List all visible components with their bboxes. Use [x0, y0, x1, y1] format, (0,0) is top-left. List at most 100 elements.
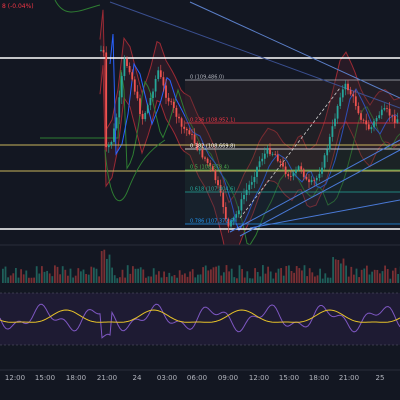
candle-body[interactable]: [339, 97, 342, 107]
candle-body[interactable]: [323, 155, 326, 168]
candle-body[interactable]: [100, 49, 102, 51]
candle-body[interactable]: [367, 124, 370, 130]
candle-body[interactable]: [128, 66, 131, 73]
candle-body[interactable]: [375, 118, 378, 122]
candle-body[interactable]: [328, 136, 331, 150]
candle-body[interactable]: [274, 153, 277, 155]
candle-body[interactable]: [201, 149, 204, 158]
candle-body[interactable]: [120, 76, 123, 98]
candle-body[interactable]: [219, 185, 222, 193]
candle-body[interactable]: [326, 149, 329, 156]
candle-body[interactable]: [152, 91, 154, 98]
candle-body[interactable]: [115, 117, 118, 129]
candle-body[interactable]: [373, 121, 375, 128]
candle-body[interactable]: [287, 174, 290, 177]
candle-body[interactable]: [204, 157, 206, 159]
candle-body[interactable]: [378, 115, 381, 119]
candle-body[interactable]: [250, 182, 253, 185]
candle-body[interactable]: [310, 179, 313, 183]
candle-body[interactable]: [396, 119, 399, 123]
candle-body[interactable]: [149, 97, 152, 106]
candle-body[interactable]: [331, 126, 334, 137]
candle-body[interactable]: [365, 120, 368, 125]
candle-body[interactable]: [276, 154, 279, 162]
trend-line-1[interactable]: [189, 1, 400, 99]
candle-body[interactable]: [261, 158, 264, 162]
candle-body[interactable]: [123, 58, 126, 77]
candle-body[interactable]: [159, 70, 162, 78]
candle-body[interactable]: [266, 148, 269, 154]
candle-body[interactable]: [183, 126, 186, 129]
candle-body[interactable]: [139, 98, 141, 114]
candle-body[interactable]: [292, 173, 295, 177]
candle-body[interactable]: [193, 134, 196, 144]
candle-body[interactable]: [170, 101, 173, 103]
candle-body[interactable]: [222, 192, 225, 208]
candle-body[interactable]: [235, 214, 238, 218]
candle-body[interactable]: [282, 162, 284, 167]
candle-body[interactable]: [198, 149, 201, 151]
candle-body[interactable]: [243, 194, 245, 200]
candle-body[interactable]: [157, 70, 160, 79]
candle-body[interactable]: [217, 180, 219, 186]
candle-body[interactable]: [295, 170, 297, 174]
candle-body[interactable]: [362, 119, 365, 121]
candle-body[interactable]: [133, 79, 136, 92]
candlesticks[interactable]: [100, 45, 399, 233]
candle-body[interactable]: [258, 161, 261, 168]
candle-body[interactable]: [131, 72, 134, 80]
candle-body[interactable]: [352, 94, 355, 97]
candle-body[interactable]: [232, 217, 235, 221]
candle-body[interactable]: [167, 97, 170, 102]
trend-line-5[interactable]: [249, 199, 400, 229]
trend-line-4[interactable]: [239, 149, 400, 237]
candle-body[interactable]: [102, 49, 105, 53]
candle-body[interactable]: [248, 184, 251, 190]
candle-body[interactable]: [165, 85, 167, 98]
trend-line-3[interactable]: [229, 139, 400, 233]
candle-body[interactable]: [271, 153, 274, 155]
candle-body[interactable]: [209, 162, 212, 167]
candle-body[interactable]: [191, 134, 193, 135]
candle-body[interactable]: [349, 90, 352, 95]
candle-body[interactable]: [360, 113, 362, 120]
candle-body[interactable]: [188, 130, 191, 135]
candle-body[interactable]: [263, 153, 266, 159]
candle-body[interactable]: [256, 167, 258, 177]
candle-body[interactable]: [224, 207, 227, 220]
candle-body[interactable]: [354, 96, 357, 107]
candle-body[interactable]: [141, 113, 144, 120]
candle-body[interactable]: [386, 108, 388, 109]
dashed-projection-line[interactable]: [239, 87, 341, 219]
candle-body[interactable]: [230, 220, 232, 227]
candle-body[interactable]: [146, 105, 149, 113]
candle-body[interactable]: [341, 89, 344, 98]
candle-body[interactable]: [214, 170, 217, 181]
candle-body[interactable]: [113, 128, 115, 142]
candle-body[interactable]: [391, 115, 394, 117]
candle-body[interactable]: [196, 143, 199, 151]
candle-body[interactable]: [172, 101, 175, 108]
candle-body[interactable]: [336, 106, 339, 119]
candle-body[interactable]: [107, 144, 110, 148]
candle-body[interactable]: [393, 115, 396, 123]
candle-body[interactable]: [289, 176, 292, 177]
candle-body[interactable]: [279, 161, 282, 163]
candle-body[interactable]: [175, 107, 178, 117]
candle-body[interactable]: [118, 97, 121, 118]
candle-body[interactable]: [144, 112, 147, 120]
candle-body[interactable]: [297, 166, 300, 171]
candle-body[interactable]: [370, 127, 373, 130]
candle-body[interactable]: [136, 91, 139, 99]
candle-body[interactable]: [126, 58, 128, 67]
candle-body[interactable]: [383, 108, 386, 110]
candle-body[interactable]: [253, 176, 256, 183]
candle-body[interactable]: [180, 118, 183, 127]
candle-body[interactable]: [300, 166, 303, 170]
candle-body[interactable]: [105, 52, 108, 148]
candle-body[interactable]: [321, 167, 323, 174]
candle-body[interactable]: [388, 108, 391, 116]
time-axis[interactable]: 12:00 15:00 18:00 21:00 24 03:00 06:00 09:00 12:…: [5, 374, 385, 382]
